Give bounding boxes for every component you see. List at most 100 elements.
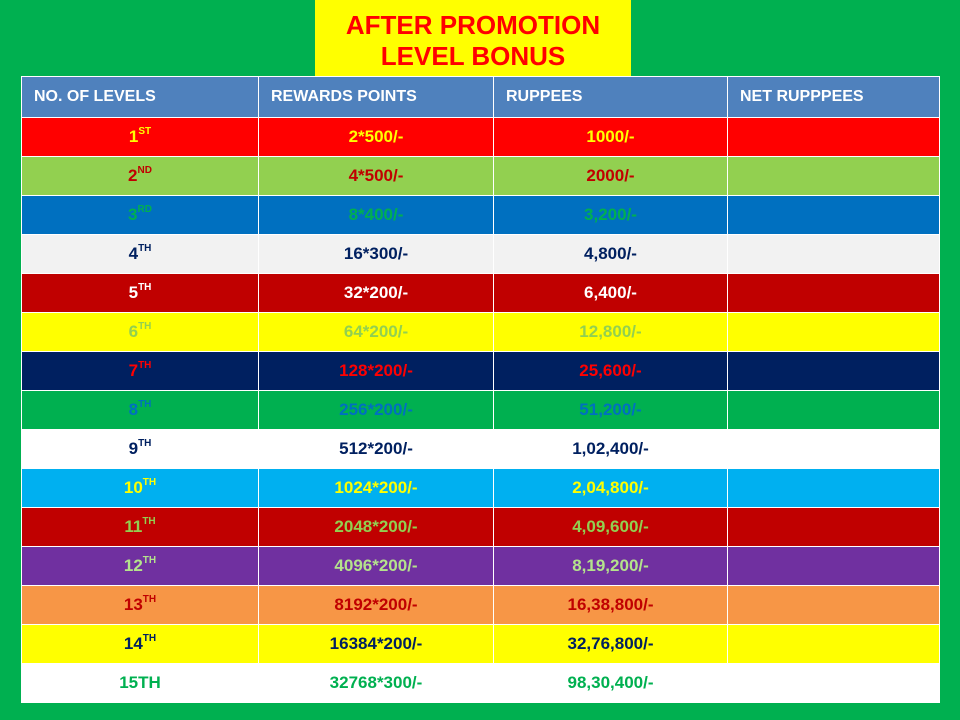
level-suffix: TH [142, 555, 157, 567]
level-cell: 1ST [21, 117, 259, 157]
title-line-1: AFTER PROMOTION [345, 10, 601, 40]
level-cell: 14TH [21, 624, 259, 664]
header-net-rupees: NET RUPPPEES [727, 76, 940, 118]
level-cell: 6TH [21, 312, 259, 352]
rupees-cell: 4,09,600/- [493, 507, 728, 547]
level-bonus-table: NO. OF LEVELS REWARDS POINTS RUPPEES NET… [21, 76, 940, 703]
level-suffix: TH [142, 477, 157, 489]
level-number: 3 [128, 205, 138, 224]
table-row: 5TH 32*200/- 6,400/- [21, 273, 940, 313]
table-row: 9TH 512*200/- 1,02,400/- [21, 429, 940, 469]
net-rupees-cell [727, 117, 940, 157]
table-row: 12TH 4096*200/- 8,19,200/- [21, 546, 940, 586]
level-suffix: TH [138, 243, 152, 255]
rupees-cell: 1,02,400/- [493, 429, 728, 469]
net-rupees-cell [727, 429, 940, 469]
level-suffix: TH [138, 360, 152, 372]
rewards-points-cell: 32768*300/- [258, 663, 494, 703]
level-cell: 2ND [21, 156, 259, 196]
table-row: 1ST 2*500/- 1000/- [21, 117, 940, 157]
table-row: 8TH 256*200/- 51,200/- [21, 390, 940, 430]
rewards-points-cell: 16*300/- [258, 234, 494, 274]
rupees-cell: 32,76,800/- [493, 624, 728, 664]
table-row: 11TH 2048*200/- 4,09,600/- [21, 507, 940, 547]
level-cell: 5TH [21, 273, 259, 313]
table-row: 10TH 1024*200/- 2,04,800/- [21, 468, 940, 508]
level-cell: 15TH [21, 663, 259, 703]
level-number: 2 [128, 166, 138, 185]
level-suffix: TH [138, 321, 152, 333]
net-rupees-cell [727, 585, 940, 625]
net-rupees-cell [727, 351, 940, 391]
rewards-points-cell: 32*200/- [258, 273, 494, 313]
rupees-cell: 4,800/- [493, 234, 728, 274]
table-row: 15TH 32768*300/- 98,30,400/- [21, 663, 940, 703]
rewards-points-cell: 8192*200/- [258, 585, 494, 625]
net-rupees-cell [727, 468, 940, 508]
level-number: 11 [124, 517, 143, 536]
rupees-cell: 8,19,200/- [493, 546, 728, 586]
title-banner: AFTER PROMOTION LEVEL BONUS [315, 0, 631, 79]
level-number: 13 [123, 595, 143, 614]
level-cell: 9TH [21, 429, 259, 469]
level-suffix: ND [137, 165, 152, 177]
rupees-cell: 25,600/- [493, 351, 728, 391]
header-row: NO. OF LEVELS REWARDS POINTS RUPPEES NET… [21, 76, 940, 118]
level-number: 8 [128, 400, 139, 419]
level-suffix: ST [138, 126, 152, 138]
level-cell: 7TH [21, 351, 259, 391]
table-row: 14TH 16384*200/- 32,76,800/- [21, 624, 940, 664]
level-number: 9 [128, 439, 139, 458]
level-cell: 8TH [21, 390, 259, 430]
level-number: 6 [128, 322, 139, 341]
level-cell: 3RD [21, 195, 259, 235]
level-number: 5 [128, 283, 139, 302]
level-suffix: TH [142, 594, 157, 606]
level-number: 12 [123, 556, 143, 575]
level-number: 15TH [119, 673, 161, 692]
table-row: 13TH 8192*200/- 16,38,800/- [21, 585, 940, 625]
rewards-points-cell: 256*200/- [258, 390, 494, 430]
rewards-points-cell: 4096*200/- [258, 546, 494, 586]
level-cell: 12TH [21, 546, 259, 586]
level-suffix: TH [142, 633, 157, 645]
level-number: 1 [128, 127, 139, 146]
level-cell: 11TH [21, 507, 259, 547]
rupees-cell: 2,04,800/- [493, 468, 728, 508]
level-suffix: TH [142, 516, 156, 528]
header-levels: NO. OF LEVELS [21, 76, 259, 118]
level-suffix: TH [138, 399, 152, 411]
title-line-2: LEVEL BONUS [380, 41, 566, 71]
level-cell: 4TH [21, 234, 259, 274]
net-rupees-cell [727, 507, 940, 547]
rupees-cell: 3,200/- [493, 195, 728, 235]
level-suffix: RD [137, 204, 152, 216]
net-rupees-cell [727, 546, 940, 586]
net-rupees-cell [727, 624, 940, 664]
rewards-points-cell: 512*200/- [258, 429, 494, 469]
rupees-cell: 2000/- [493, 156, 728, 196]
rewards-points-cell: 2*500/- [258, 117, 494, 157]
net-rupees-cell [727, 273, 940, 313]
level-number: 10 [123, 478, 143, 497]
net-rupees-cell [727, 390, 940, 430]
rewards-points-cell: 16384*200/- [258, 624, 494, 664]
table-row: 7TH 128*200/- 25,600/- [21, 351, 940, 391]
level-number: 7 [128, 361, 139, 380]
rupees-cell: 98,30,400/- [493, 663, 728, 703]
rupees-cell: 16,38,800/- [493, 585, 728, 625]
rewards-points-cell: 4*500/- [258, 156, 494, 196]
table-row: 6TH 64*200/- 12,800/- [21, 312, 940, 352]
rewards-points-cell: 8*400/- [258, 195, 494, 235]
net-rupees-cell [727, 663, 940, 703]
header-rewards-points: REWARDS POINTS [258, 76, 494, 118]
level-number: 14 [123, 634, 143, 653]
table-row: 2ND 4*500/- 2000/- [21, 156, 940, 196]
net-rupees-cell [727, 312, 940, 352]
table-row: 4TH 16*300/- 4,800/- [21, 234, 940, 274]
net-rupees-cell [727, 156, 940, 196]
rewards-points-cell: 64*200/- [258, 312, 494, 352]
rewards-points-cell: 2048*200/- [258, 507, 494, 547]
rewards-points-cell: 1024*200/- [258, 468, 494, 508]
rupees-cell: 12,800/- [493, 312, 728, 352]
